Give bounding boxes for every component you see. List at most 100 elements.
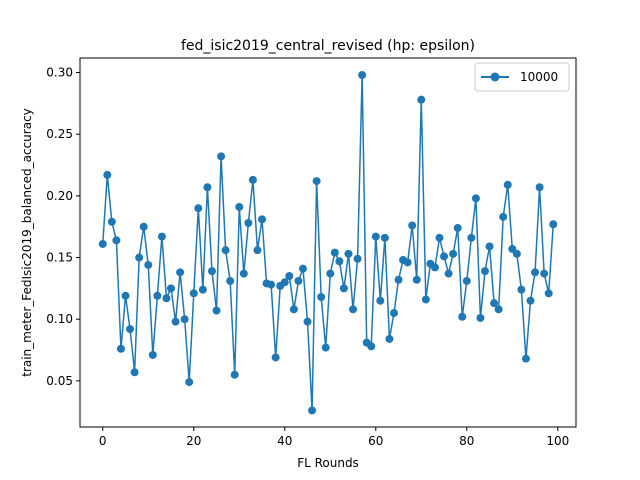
data-point	[317, 293, 326, 302]
data-point	[449, 249, 458, 258]
axes-frame	[79, 57, 577, 428]
y-tick-label: 0.15	[46, 251, 73, 265]
chart-title: fed_isic2019_central_revised (hp: epsilo…	[181, 38, 475, 54]
data-point	[267, 280, 276, 289]
x-tick-label: 60	[368, 434, 383, 448]
data-point	[212, 306, 221, 315]
legend-circle-marker	[490, 72, 500, 82]
data-point	[221, 246, 230, 255]
data-point	[198, 285, 207, 294]
data-point	[171, 317, 180, 326]
x-tick-label: 20	[186, 434, 201, 448]
data-point	[349, 305, 358, 314]
data-point	[167, 284, 176, 293]
x-tick-label: 80	[459, 434, 474, 448]
data-point	[339, 284, 348, 293]
data-point	[135, 253, 144, 262]
data-point	[480, 267, 489, 276]
data-point	[458, 312, 467, 321]
data-point	[157, 232, 166, 241]
data-point	[239, 269, 248, 278]
data-point	[321, 343, 330, 352]
data-point	[367, 342, 376, 351]
data-point	[417, 95, 426, 104]
data-point	[485, 242, 494, 251]
data-point	[298, 264, 307, 273]
y-tick-label: 0.20	[46, 189, 73, 203]
data-point	[476, 313, 485, 322]
data-point	[308, 406, 317, 415]
data-point	[248, 175, 257, 184]
plot-area	[98, 71, 558, 415]
data-point	[294, 276, 303, 285]
y-axis-label: train_meter_FedIsic2019_balanced_accurac…	[20, 108, 34, 377]
data-point	[148, 350, 157, 359]
data-point	[330, 248, 339, 257]
data-point	[153, 291, 162, 300]
series-line	[102, 74, 554, 412]
data-point	[471, 194, 480, 203]
x-tick-label: 100	[546, 434, 569, 448]
data-point	[189, 289, 198, 298]
data-point	[344, 249, 353, 258]
data-point	[394, 275, 403, 284]
data-point	[176, 268, 185, 277]
data-point	[285, 272, 294, 281]
data-point	[353, 254, 362, 263]
data-point	[180, 315, 189, 324]
data-point	[258, 215, 267, 224]
data-point	[380, 233, 389, 242]
data-point	[98, 239, 107, 248]
data-point	[467, 233, 476, 242]
data-point	[203, 183, 212, 192]
y-tick-label: 0.25	[46, 127, 73, 141]
data-point	[358, 71, 367, 80]
data-point	[517, 285, 526, 294]
data-point	[126, 325, 135, 334]
data-point	[139, 222, 148, 231]
data-point	[531, 268, 540, 277]
data-point	[312, 177, 321, 186]
data-point	[503, 180, 512, 189]
data-point	[408, 221, 417, 230]
data-point	[253, 246, 262, 255]
legend-label: 10000	[520, 70, 558, 84]
data-point	[244, 219, 253, 228]
data-point	[185, 378, 194, 387]
x-tick-label: 40	[277, 434, 292, 448]
data-point	[430, 263, 439, 272]
data-point	[544, 289, 553, 298]
data-point	[512, 249, 521, 258]
x-tick-label: 0	[99, 434, 107, 448]
data-point	[385, 334, 394, 343]
data-point	[194, 204, 203, 213]
data-point	[412, 275, 421, 284]
data-point	[453, 223, 462, 232]
data-point	[389, 309, 398, 318]
data-point	[444, 269, 453, 278]
data-point	[235, 202, 244, 211]
x-axis-ticks: 0 20 40 60 80 100	[99, 427, 569, 448]
y-tick-label: 0.30	[46, 66, 73, 80]
y-axis-ticks: 0.05 0.10 0.15 0.20 0.25 0.30	[46, 66, 80, 388]
data-point	[280, 278, 289, 287]
data-point	[121, 291, 130, 300]
data-point	[303, 317, 312, 326]
data-point	[144, 260, 153, 269]
data-point	[103, 170, 112, 179]
data-point	[130, 368, 139, 377]
data-point	[326, 269, 335, 278]
data-point	[421, 295, 430, 304]
data-point	[371, 232, 380, 241]
data-point	[440, 252, 449, 261]
data-point	[521, 354, 530, 363]
data-point	[403, 258, 412, 267]
data-point	[162, 294, 171, 303]
legend-box	[474, 62, 570, 92]
data-point	[462, 276, 471, 285]
data-point	[435, 233, 444, 242]
data-point	[289, 305, 298, 314]
y-tick-label: 0.05	[46, 374, 73, 388]
data-point	[499, 212, 508, 221]
